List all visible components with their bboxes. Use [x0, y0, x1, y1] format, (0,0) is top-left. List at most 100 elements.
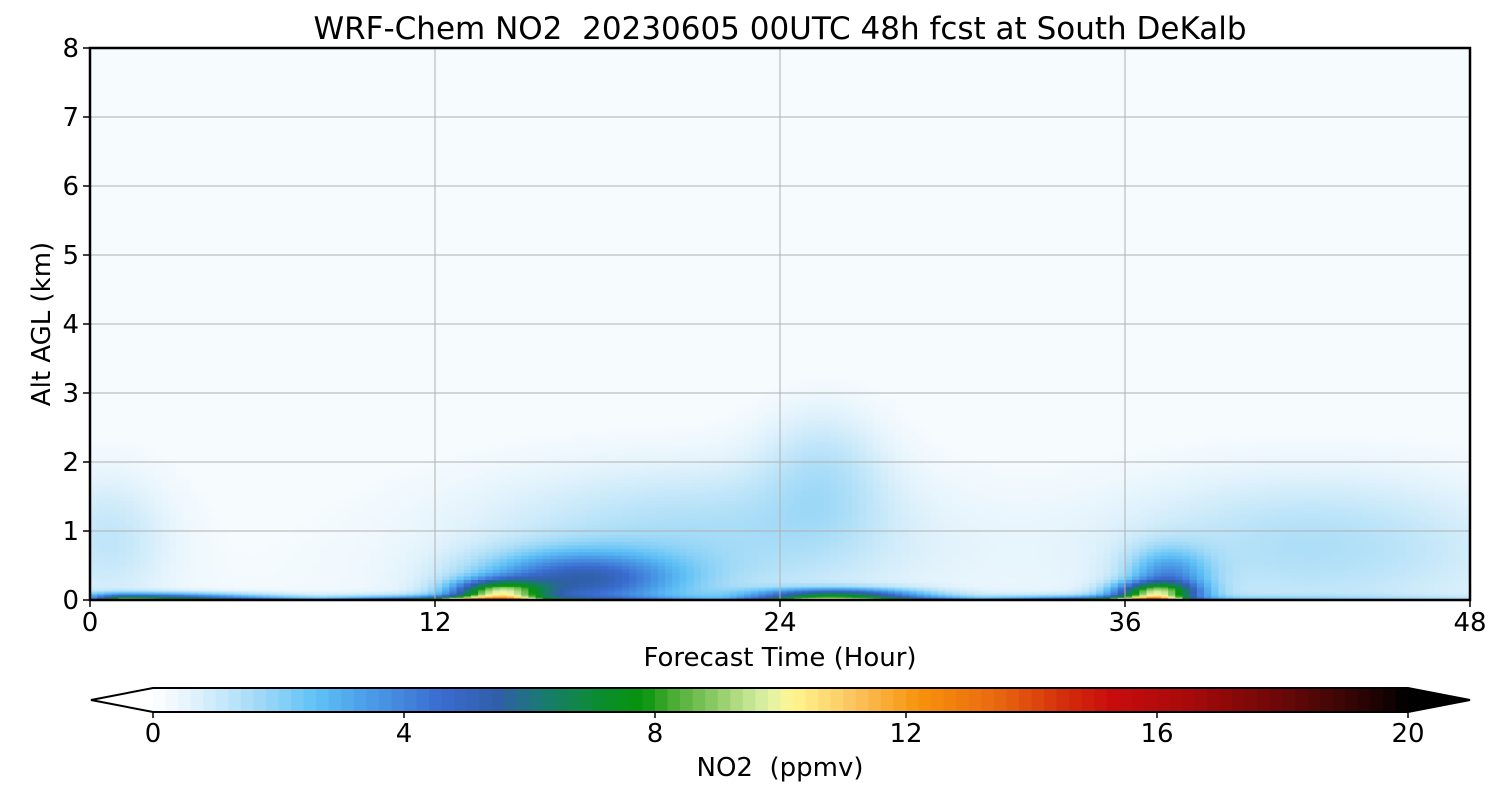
field-cell: [514, 568, 522, 573]
field-cell: [657, 503, 666, 508]
field-cell: [212, 568, 220, 573]
field-cell: [420, 510, 429, 515]
field-cell: [449, 593, 458, 596]
field-cell: [399, 506, 407, 511]
field-cell: [154, 541, 163, 546]
field-cell: [478, 562, 486, 567]
field-cell: [772, 568, 781, 573]
field-cell: [808, 590, 817, 593]
field-cell: [104, 455, 113, 460]
field-cell: [320, 593, 328, 596]
field-cell: [564, 527, 573, 532]
field-cell: [413, 588, 422, 591]
field-cell: [506, 597, 515, 600]
field-cell: [377, 524, 386, 529]
field-cell: [154, 482, 163, 487]
field-cell: [751, 593, 760, 596]
field-cell: [399, 475, 407, 480]
field-cell: [772, 499, 781, 504]
field-cell: [794, 437, 803, 442]
field-cell: [686, 475, 695, 480]
field-cell: [233, 595, 242, 598]
field-cell: [506, 548, 515, 553]
field-cell: [765, 413, 774, 418]
field-cell: [700, 594, 709, 597]
field-cell: [463, 510, 472, 515]
field-cell: [600, 437, 609, 442]
field-cell: [780, 386, 788, 391]
field-cell: [327, 595, 335, 598]
field-cell: [607, 458, 616, 463]
field-cell: [672, 551, 680, 556]
field-cell: [276, 593, 285, 596]
field-cell: [320, 555, 328, 560]
field-cell: [133, 582, 141, 587]
field-cell: [161, 595, 170, 598]
field-cell: [815, 590, 824, 593]
field-cell: [140, 551, 149, 556]
field-cell: [420, 582, 429, 587]
field-cell: [729, 503, 738, 508]
field-cell: [420, 486, 429, 491]
field-cell: [463, 479, 472, 484]
field-cell: [808, 406, 817, 411]
field-cell: [744, 434, 752, 439]
field-cell: [787, 406, 795, 411]
field-cell: [305, 551, 314, 556]
field-cell: [456, 593, 465, 596]
field-cell: [751, 399, 760, 404]
field-cell: [355, 579, 364, 584]
field-cell: [629, 541, 637, 546]
field-cell: [578, 520, 587, 525]
field-cell: [355, 513, 364, 518]
field-cell: [736, 527, 745, 532]
field-cell: [161, 468, 170, 473]
field-cell: [169, 486, 177, 491]
field-cell: [435, 568, 443, 573]
field-cell: [118, 568, 127, 573]
field-cell: [506, 588, 515, 591]
field-cell: [672, 455, 680, 460]
field-cell: [593, 448, 601, 453]
field-cell: [442, 590, 450, 593]
field-cell: [729, 489, 738, 494]
field-cell: [514, 541, 522, 546]
field-cell: [420, 513, 429, 518]
field-cell: [722, 458, 731, 463]
field-cell: [600, 551, 609, 556]
field-cell: [550, 462, 558, 467]
field-cell: [528, 579, 537, 584]
field-cell: [564, 520, 573, 525]
field-cell: [334, 524, 343, 529]
field-cell: [514, 588, 522, 591]
field-cell: [751, 562, 760, 567]
field-cell: [794, 588, 803, 591]
field-cell: [593, 537, 601, 542]
field-cell: [665, 562, 673, 567]
field-cell: [636, 434, 645, 439]
chart-title: WRF-Chem NO2 20230605 00UTC 48h fcst at …: [313, 11, 1246, 47]
field-cell: [708, 451, 716, 456]
field-cell: [794, 520, 803, 525]
field-cell: [219, 588, 228, 591]
field-cell: [485, 510, 494, 515]
field-cell: [312, 575, 321, 580]
field-cell: [657, 579, 666, 584]
field-cell: [470, 593, 479, 596]
field-cell: [97, 448, 105, 453]
field-cell: [535, 486, 544, 491]
field-cell: [557, 579, 565, 584]
field-cell: [154, 506, 163, 511]
field-cell: [90, 568, 98, 573]
field-cell: [413, 486, 422, 491]
field-cell: [478, 496, 486, 501]
field-cell: [780, 588, 788, 591]
field-cell: [413, 503, 422, 508]
field-cell: [506, 444, 515, 449]
field-cell: [363, 503, 371, 508]
field-cell: [226, 597, 235, 600]
field-cell: [758, 517, 767, 522]
field-cell: [571, 572, 580, 577]
field-cell: [212, 551, 220, 556]
field-cell: [679, 572, 688, 577]
